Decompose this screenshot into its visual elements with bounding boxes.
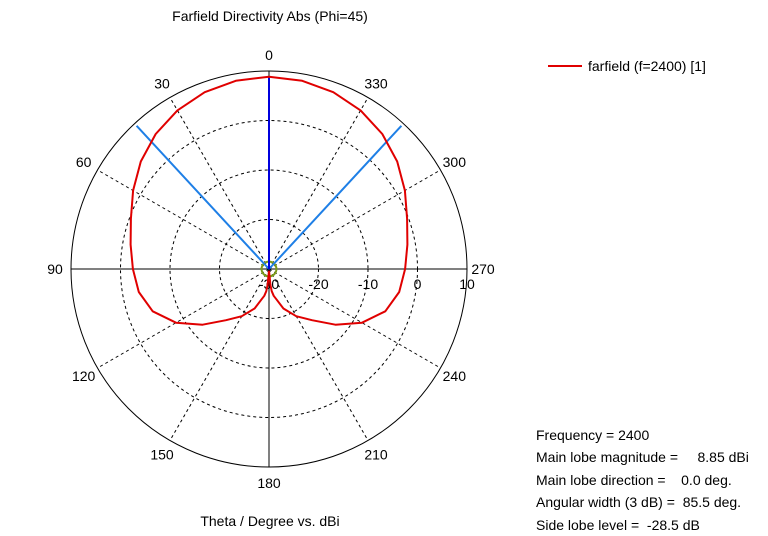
info-value: -28.5 dB — [646, 516, 700, 533]
info-side-lobe-level: Side lobe level = -28.5 dB — [536, 514, 749, 536]
radial-tick-label: 0 — [414, 276, 422, 292]
angle-tick-label: 330 — [364, 76, 388, 92]
chart-title: Farfield Directivity Abs (Phi=45) — [172, 8, 368, 24]
angle-tick-label: 150 — [150, 446, 174, 462]
grid-spoke — [97, 268, 270, 369]
grid-spoke — [169, 268, 270, 441]
info-main-lobe-direction: Main lobe direction = 0.0 deg. — [536, 469, 749, 491]
angle-tick-label: 60 — [76, 154, 92, 170]
info-value: 85.5 deg. — [682, 494, 742, 511]
info-value: 8.85 dBi — [697, 449, 749, 466]
beamwidth-line — [135, 125, 270, 270]
legend-entry-label: farfield (f=2400) [1] — [588, 58, 706, 74]
chart-xlabel: Theta / Degree vs. dBi — [200, 513, 340, 529]
grid-spoke — [169, 97, 270, 270]
info-frequency-label: Frequency = 2400 — [536, 427, 650, 443]
radial-tick-label: -30 — [259, 276, 279, 292]
angle-tick-label: 30 — [154, 76, 170, 92]
info-label: Angular width (3 dB) = — [536, 494, 675, 511]
grid-spoke — [268, 97, 369, 270]
legend: farfield (f=2400) [1] — [548, 58, 706, 74]
info-panel: Frequency = 2400 Main lobe magnitude = 8… — [536, 424, 749, 536]
angle-tick-label: 0 — [265, 47, 273, 63]
info-angular-width: Angular width (3 dB) = 85.5 deg. — [536, 491, 749, 513]
radial-tick-label: 10 — [459, 276, 475, 292]
series-curve — [129, 75, 409, 326]
grid-spoke — [268, 169, 441, 270]
info-main-lobe-magnitude: Main lobe magnitude = 8.85 dBi — [536, 446, 749, 468]
info-label: Main lobe magnitude = — [536, 449, 679, 466]
radial-tick-label: -10 — [358, 276, 378, 292]
angle-tick-label: 300 — [443, 154, 467, 170]
angle-tick-label: 120 — [72, 368, 96, 384]
info-frequency: Frequency = 2400 — [536, 424, 749, 446]
angle-tick-label: 90 — [47, 261, 63, 277]
info-label: Main lobe direction = — [536, 471, 666, 488]
legend-swatch — [548, 65, 582, 67]
angle-tick-label: 180 — [257, 475, 281, 491]
info-value: 0.0 deg. — [681, 471, 732, 488]
grid-spoke — [268, 268, 441, 369]
grid-spoke — [268, 268, 369, 441]
radial-tick-label: -20 — [308, 276, 328, 292]
angle-tick-label: 270 — [471, 261, 495, 277]
info-label: Side lobe level = — [536, 516, 640, 533]
grid-spoke — [97, 169, 270, 270]
angle-tick-label: 210 — [364, 446, 388, 462]
angle-tick-label: 240 — [443, 368, 467, 384]
beamwidth-line — [268, 125, 403, 270]
